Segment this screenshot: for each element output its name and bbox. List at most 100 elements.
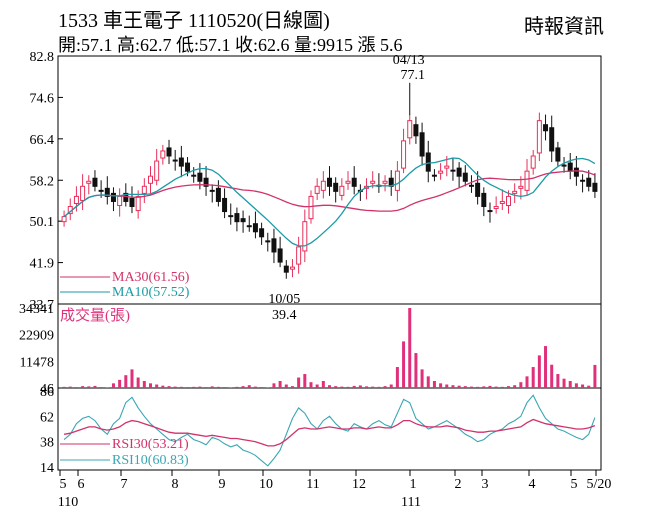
month-label: 11 [306, 477, 319, 492]
volume-bar [507, 386, 510, 388]
month-label: 1 [410, 477, 417, 492]
candle-body [92, 177, 98, 187]
candle-body [401, 140, 407, 169]
month-label: 2 [455, 477, 462, 492]
candle-body [191, 174, 197, 177]
volume-bar [204, 387, 208, 388]
volume-bar [124, 375, 128, 388]
candle-body [493, 206, 499, 210]
price-tick-label: 58.2 [30, 174, 55, 189]
panel-frames [57, 55, 602, 471]
volume-bar [371, 386, 375, 388]
ma10-line [63, 157, 596, 247]
volume-bar [247, 385, 251, 388]
month-label: 4 [529, 477, 536, 492]
candle-body [536, 120, 542, 154]
volume-bar [155, 384, 159, 388]
volume-bar [136, 377, 140, 388]
volume-tick-label: 22909 [19, 329, 54, 344]
candle-body [135, 195, 141, 212]
candle-body [333, 182, 339, 192]
candle-body [209, 189, 215, 192]
candle-body [555, 147, 561, 162]
candle-body [320, 180, 326, 191]
candle-body [308, 195, 314, 220]
volume-bar [544, 346, 548, 388]
candle-body [117, 195, 123, 207]
volume-bar [321, 381, 325, 388]
candle-body [481, 192, 487, 208]
volume-bar [568, 381, 572, 388]
volume-bar [451, 385, 455, 388]
candle-body [172, 159, 178, 162]
candle-body [141, 185, 147, 194]
volume-bar [74, 387, 78, 388]
volume-bar [389, 384, 393, 388]
volume-bar [383, 386, 387, 388]
volume-bar [537, 355, 541, 388]
rsi-panel: 86 62 38 14 RSI30(53.21)RSI10(60.83) [40, 385, 596, 476]
candle-body [592, 182, 598, 192]
annotation-date: 04/13 [393, 53, 425, 68]
volume-bar [574, 383, 578, 388]
volume-bar [402, 341, 406, 388]
candle-body [561, 164, 567, 167]
legend-label: MA10(57.52) [112, 285, 190, 300]
candle-body [271, 238, 277, 253]
price-tick-label: 50.1 [30, 215, 55, 230]
annotation-value: 77.1 [400, 68, 425, 83]
volume-bar [414, 353, 418, 388]
candle-body [370, 180, 376, 184]
candle-body [444, 165, 450, 169]
volume-bar [192, 386, 196, 388]
candle-body [438, 170, 444, 174]
candle-body [185, 162, 191, 172]
candle-body [240, 218, 246, 223]
year-label: 110 [58, 495, 78, 510]
volume-bar [457, 385, 461, 388]
candle-body [573, 167, 579, 177]
volume-bar [469, 386, 473, 388]
rsi-tick-label: 14 [40, 461, 54, 476]
candle-body [524, 170, 530, 191]
year-label: 111 [401, 495, 421, 510]
candle-body [394, 170, 400, 191]
candle-body [98, 189, 104, 192]
month-label: 3 [482, 477, 489, 492]
volume-bar [167, 386, 171, 388]
candle-body [296, 246, 302, 265]
legend-label: RSI10(60.83) [112, 453, 189, 468]
volume-bar [68, 386, 72, 388]
rsi30-line [63, 418, 596, 447]
candle-body [86, 180, 92, 184]
candle-body [283, 265, 289, 273]
volume-bar [476, 386, 480, 388]
candle-body [160, 150, 166, 159]
month-label: 8 [172, 477, 179, 492]
volume-bar [210, 386, 214, 388]
volume-bar [216, 386, 220, 388]
legend-label: RSI30(53.21) [112, 437, 189, 452]
volume-bar [513, 385, 517, 388]
candle-body [580, 179, 586, 182]
ma30-line [63, 170, 596, 218]
volume-label: 成交量(張) [60, 306, 130, 324]
volume-bar [525, 376, 529, 388]
candle-body [123, 192, 129, 202]
volume-bar [235, 386, 239, 388]
volume-tick-label: 34341 [19, 302, 54, 317]
month-label: 7 [121, 477, 128, 492]
volume-bar [445, 384, 449, 388]
volume-bar [494, 386, 498, 388]
candle-body [148, 175, 153, 184]
volume-bar [87, 386, 91, 388]
price-tick-label: 66.4 [30, 133, 55, 148]
month-label: 6 [78, 477, 85, 492]
rsi-tick-label: 62 [40, 410, 54, 425]
volume-bar [260, 387, 264, 388]
candle-body [277, 248, 283, 263]
candle-body [462, 172, 468, 182]
candle-body [129, 197, 135, 208]
candle-body [203, 177, 209, 187]
